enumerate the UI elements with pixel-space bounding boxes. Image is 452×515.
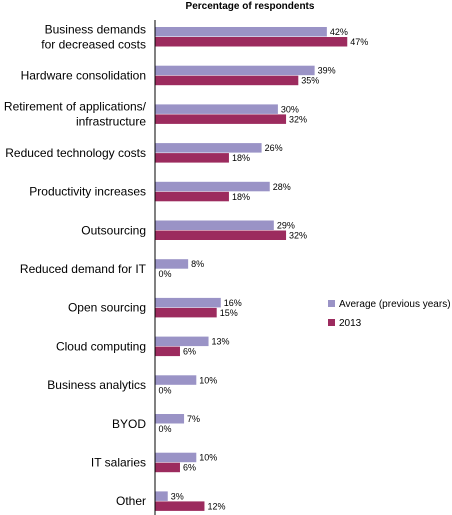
bars-group: 42%47%39%35%30%32%26%18%28%18%29%32%8%0%… <box>155 27 368 511</box>
value-label-2013: 6% <box>183 463 196 473</box>
value-label-average: 16% <box>224 298 242 308</box>
category-label: Reduced technology costs <box>5 146 146 160</box>
bar-average <box>155 491 168 501</box>
bar-average <box>155 27 327 37</box>
category-label-line: Productivity increases <box>29 185 146 199</box>
category-label-line: IT salaries <box>91 455 146 469</box>
category-label: Business analytics <box>47 378 146 392</box>
category-label-line: Business analytics <box>47 378 146 392</box>
bar-2013 <box>155 114 287 124</box>
value-label-average: 8% <box>191 259 204 269</box>
category-labels-group: Business demands for decreased costs Hardw… <box>4 22 147 508</box>
value-label-average: 7% <box>187 414 200 424</box>
value-label-2013: 35% <box>301 76 319 86</box>
bar-2013 <box>155 230 287 240</box>
chart-title: Percentage of respondents <box>186 1 315 12</box>
value-label-average: 29% <box>277 221 295 231</box>
value-label-average: 39% <box>318 66 336 76</box>
value-label-average: 42% <box>330 27 348 37</box>
value-label-2013: 0% <box>159 424 172 434</box>
value-label-average: 3% <box>171 491 184 501</box>
bar-average <box>155 220 274 230</box>
bar-2013 <box>155 462 180 473</box>
bar-average <box>155 143 262 153</box>
category-label: Retirement of applications/infrastructur… <box>4 100 147 129</box>
bar-average <box>155 104 278 114</box>
value-label-2013: 47% <box>350 37 368 47</box>
category-label-line: BYOD <box>112 417 146 431</box>
category-label: Reduced demand for IT <box>20 262 147 276</box>
category-label-line: Retirement of applications/ <box>4 100 147 114</box>
bar-2013 <box>155 153 229 163</box>
value-label-2013: 0% <box>159 269 172 279</box>
legend-swatch <box>328 300 335 307</box>
category-label-line: Outsourcing <box>81 223 146 237</box>
category-label-line: Reduced technology costs <box>5 146 146 160</box>
category-label-line: Other <box>116 494 146 508</box>
bar-2013 <box>155 307 217 318</box>
category-label-line: Reduced demand for IT <box>20 262 147 276</box>
bar-average <box>155 336 209 347</box>
category-label-line: Hardware consolidation <box>21 68 146 82</box>
category-label-line: Cloud computing <box>56 339 146 353</box>
value-label-2013: 32% <box>289 114 307 124</box>
category-label: Cloud computing <box>56 339 146 353</box>
bar-2013 <box>155 37 348 47</box>
value-label-2013: 6% <box>183 347 196 357</box>
value-label-2013: 12% <box>207 501 225 511</box>
category-label-line: Open sourcing <box>68 301 146 315</box>
legend-label: Average (previous years) <box>339 299 451 310</box>
category-label: Other <box>116 494 146 508</box>
category-label-line: Business demands <box>45 22 146 36</box>
legend: Average (previous years) 2013 <box>328 299 451 329</box>
bar-average <box>155 414 185 424</box>
bar-2013 <box>155 501 205 511</box>
bar-2013 <box>155 346 180 357</box>
bar-2013 <box>155 75 299 86</box>
category-label: Hardware consolidation <box>21 68 146 82</box>
bar-average <box>155 452 197 463</box>
bar-average <box>155 181 270 192</box>
category-label: Productivity increases <box>29 185 146 199</box>
value-label-average: 10% <box>199 375 217 385</box>
category-label: Business demands for decreased costs <box>41 22 146 51</box>
value-label-2013: 0% <box>159 385 172 395</box>
value-label-average: 10% <box>199 453 217 463</box>
bar-2013 <box>155 191 229 202</box>
category-label-line: infrastructure <box>76 115 146 129</box>
value-label-2013: 18% <box>232 153 250 163</box>
value-label-average: 13% <box>212 337 230 347</box>
bar-average <box>155 259 189 269</box>
bar-average <box>155 375 197 385</box>
value-label-average: 28% <box>273 182 291 192</box>
category-label-line: for decreased costs <box>41 37 146 51</box>
category-label: Outsourcing <box>81 223 146 237</box>
category-label: BYOD <box>112 417 146 431</box>
value-label-2013: 18% <box>232 192 250 202</box>
value-label-average: 30% <box>281 104 299 114</box>
category-label: IT salaries <box>91 455 146 469</box>
legend-label: 2013 <box>339 318 362 329</box>
value-label-2013: 15% <box>220 308 238 318</box>
value-label-2013: 32% <box>289 231 307 241</box>
category-label: Open sourcing <box>68 301 146 315</box>
bar-average <box>155 297 221 308</box>
legend-swatch <box>328 319 335 326</box>
value-label-average: 26% <box>265 143 283 153</box>
bar-average <box>155 65 315 76</box>
